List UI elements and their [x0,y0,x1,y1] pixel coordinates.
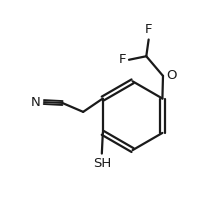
Text: O: O [167,69,177,82]
Text: F: F [145,23,152,36]
Text: N: N [31,96,41,109]
Text: SH: SH [93,157,111,170]
Text: F: F [118,53,126,66]
